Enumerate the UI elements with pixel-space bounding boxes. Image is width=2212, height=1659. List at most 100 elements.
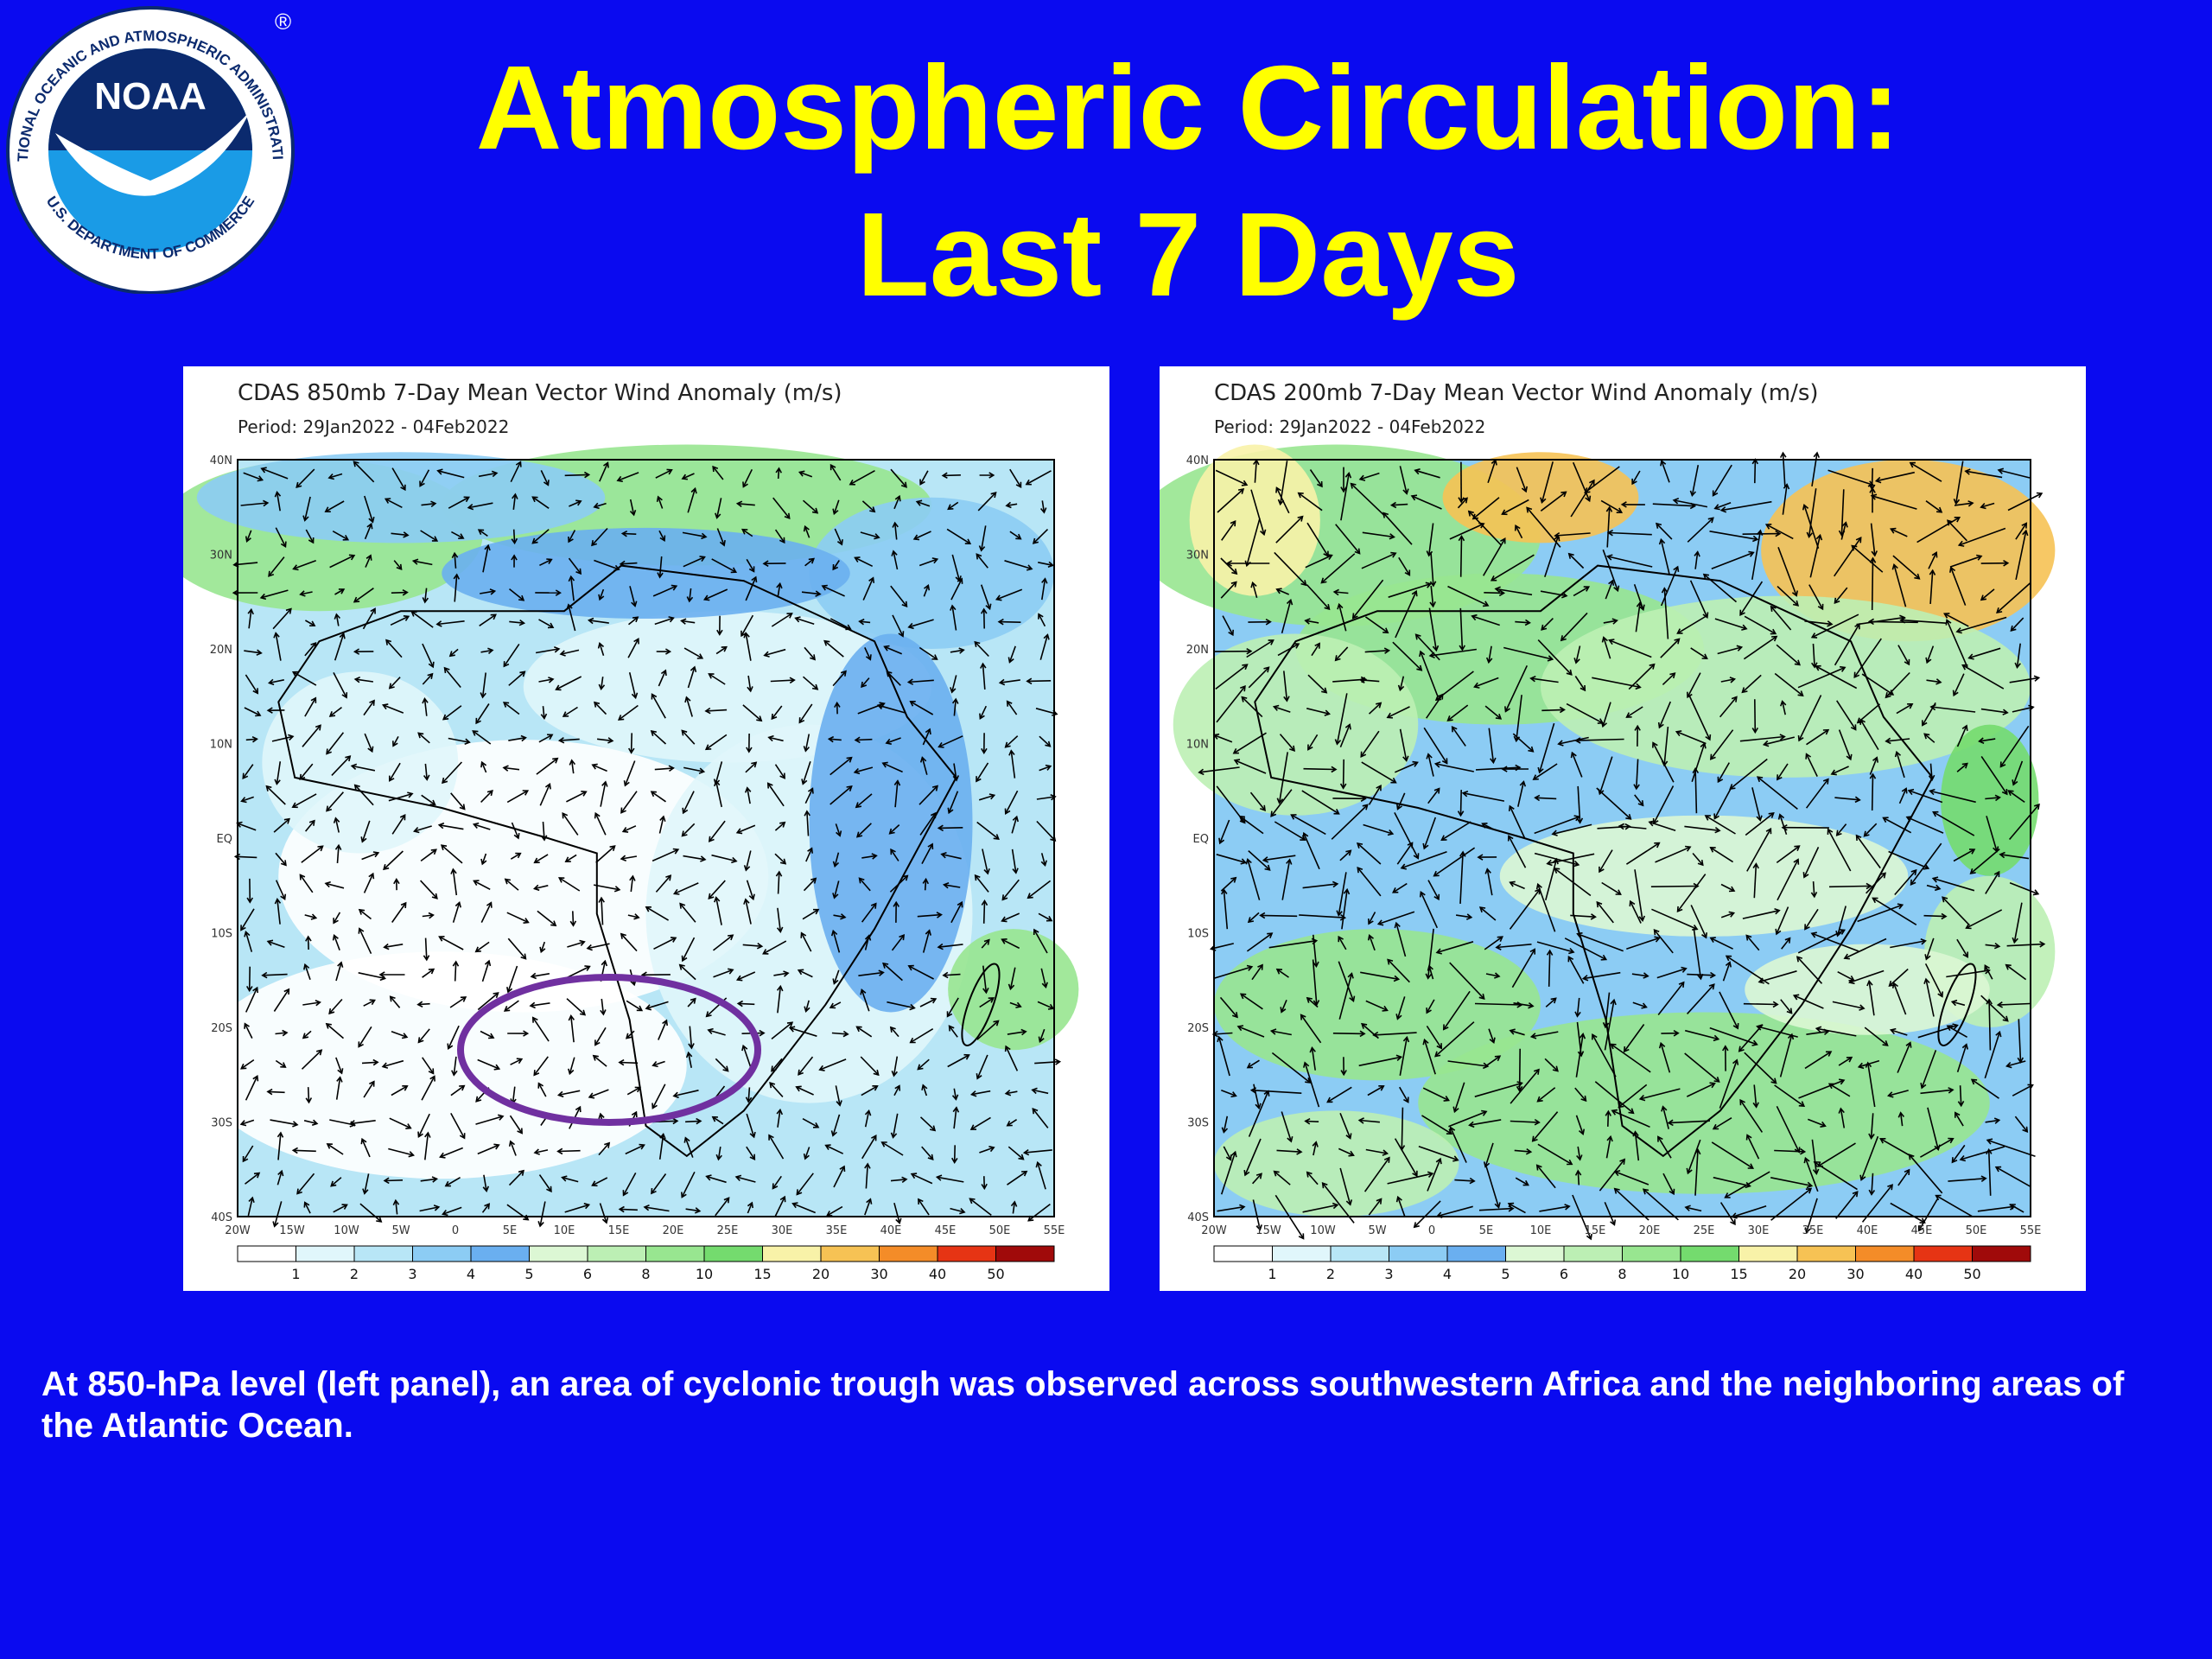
wind-arrowhead <box>769 1082 776 1089</box>
wind-arrowhead <box>464 738 471 745</box>
wind-arrowhead <box>947 807 954 815</box>
wind-arrowhead <box>1446 715 1453 721</box>
legend-swatch <box>1389 1245 1448 1262</box>
wind-arrow <box>1910 842 1942 886</box>
wind-arrowhead <box>358 927 365 934</box>
wind-arrow <box>240 908 255 931</box>
wind-arrowhead <box>1383 1156 1390 1163</box>
wind-arrowhead <box>555 589 562 596</box>
wind-arrow <box>1871 1173 1874 1195</box>
wind-arrow <box>1828 1083 1851 1097</box>
wind-arrowhead <box>292 1121 299 1128</box>
wind-arrow <box>1693 928 1702 979</box>
wind-arrowhead <box>550 920 557 927</box>
wind-arrow <box>1331 804 1369 840</box>
wind-arrowhead <box>1923 863 1930 870</box>
wind-arrow <box>1746 1135 1760 1160</box>
wind-arrowhead <box>1736 645 1744 652</box>
wind-arrowhead <box>985 603 992 611</box>
wind-arrow <box>1001 912 1020 922</box>
wind-arrowhead <box>1246 648 1253 655</box>
wind-arrowhead <box>1368 918 1374 925</box>
wind-arrow <box>682 531 707 538</box>
wind-arrow <box>1926 884 1941 890</box>
wind-arrow <box>951 605 957 631</box>
wind-arrow <box>777 1109 781 1128</box>
wind-arrowhead <box>1324 603 1331 611</box>
wind-arrow <box>1793 995 1824 1009</box>
wind-arrowhead <box>1752 1102 1759 1109</box>
wind-arrow <box>1572 461 1591 502</box>
wind-arrowhead <box>531 1016 538 1023</box>
wind-arrow <box>1705 815 1736 835</box>
wind-arrowhead <box>453 573 461 580</box>
wind-arrowhead <box>454 901 461 908</box>
wind-arrowhead <box>1851 544 1858 551</box>
longitude-label: 30E <box>1748 1224 1770 1237</box>
wind-arrowhead <box>1516 1081 1523 1088</box>
wind-arrowhead <box>533 1070 540 1077</box>
wind-arrow <box>774 764 785 779</box>
wind-arrow <box>569 500 582 507</box>
wind-arrowhead <box>1914 573 1921 580</box>
wind-arrow <box>1631 470 1641 485</box>
wind-arrowhead <box>451 551 459 559</box>
wind-arrowhead <box>800 931 807 938</box>
wind-arrow <box>890 585 908 607</box>
wind-arrowhead <box>568 575 575 582</box>
wind-arrow <box>685 1208 700 1212</box>
wind-arrow <box>1009 531 1021 540</box>
wind-arrow <box>1220 582 1237 599</box>
wind-arrowhead <box>1802 872 1809 879</box>
wind-arrow <box>244 707 261 716</box>
legend-swatch <box>1738 1245 1798 1262</box>
wind-arrowhead <box>1035 1160 1042 1168</box>
wind-arrow <box>424 1133 429 1160</box>
wind-arrowhead <box>682 807 689 815</box>
anomaly-shading <box>1745 944 1990 1035</box>
wind-vectors <box>1198 451 2046 1241</box>
wind-arrow <box>363 873 374 893</box>
wind-arrowhead <box>433 1205 441 1211</box>
wind-arrowhead <box>1524 619 1531 626</box>
wind-arrowhead <box>668 616 675 623</box>
wind-arrowhead <box>1217 1035 1224 1043</box>
wind-arrow <box>1281 859 1291 900</box>
wind-arrow <box>1502 499 1529 515</box>
wind-arrow <box>1685 1206 1702 1212</box>
africa-coastline <box>1254 564 1934 1158</box>
legend-swatch <box>587 1245 646 1262</box>
wind-arrowhead <box>474 946 481 953</box>
wind-arrowhead <box>1570 751 1577 759</box>
wind-arrowhead <box>603 461 609 468</box>
panel-period: Period: 29Jan2022 - 04Feb2022 <box>1214 416 1486 437</box>
wind-arrowhead <box>680 618 687 625</box>
wind-arrowhead <box>442 714 449 721</box>
wind-arrowhead <box>1806 531 1814 538</box>
wind-arrowhead <box>957 577 963 584</box>
wind-arrowhead <box>628 747 635 754</box>
wind-arrow <box>237 822 257 831</box>
wind-arrow <box>1247 859 1261 900</box>
wind-arrow <box>1640 1088 1681 1100</box>
wind-arrow <box>711 558 737 573</box>
wind-arrow <box>864 935 870 950</box>
wind-arrow <box>1929 570 1934 604</box>
wind-arrowhead <box>1001 894 1008 901</box>
wind-arrowhead <box>1611 618 1618 625</box>
wind-arrow <box>265 785 286 805</box>
wind-arrow <box>1577 933 1624 952</box>
wind-arrowhead <box>1580 684 1586 692</box>
wind-arrow <box>682 937 696 962</box>
wind-arrow <box>823 640 844 658</box>
wind-arrow <box>2010 1204 2024 1213</box>
wind-arrowhead <box>1996 1001 2003 1008</box>
longitude-label: 40E <box>1857 1224 1878 1237</box>
wind-arrowhead <box>1919 1217 1926 1224</box>
wind-arrowhead <box>892 521 899 528</box>
wind-arrowhead <box>408 1151 416 1158</box>
wind-arrowhead <box>1827 1083 1835 1090</box>
wind-arrowhead <box>1806 1181 1814 1189</box>
wind-arrowhead <box>1340 1070 1347 1077</box>
wind-arrow <box>1618 1084 1648 1108</box>
